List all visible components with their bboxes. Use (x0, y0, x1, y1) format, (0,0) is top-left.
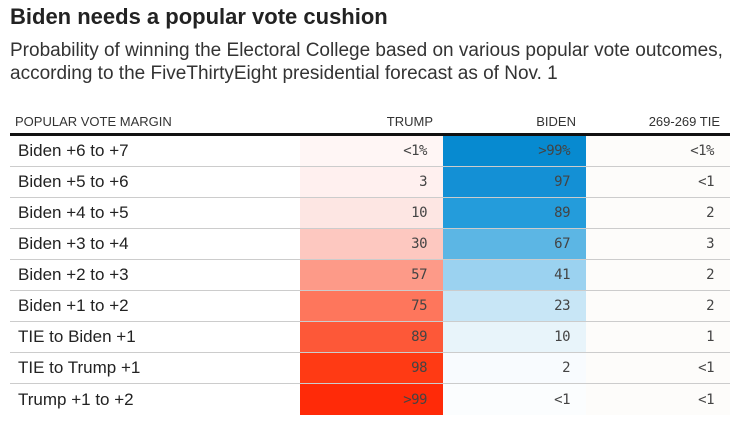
biden-cell: <1 (443, 384, 586, 415)
tie-cell: 2 (586, 291, 730, 321)
table-row: TIE to Biden +1 89 10 1 (10, 322, 730, 353)
margin-cell: Biden +4 to +5 (18, 203, 129, 222)
tie-cell: 3 (586, 229, 730, 259)
header-trump: TRUMP (386, 114, 433, 129)
header-tie: 269-269 TIE (648, 114, 720, 129)
biden-cell: 97 (443, 167, 586, 197)
margin-cell: TIE to Biden +1 (18, 327, 136, 346)
tie-cell: <1 (586, 384, 730, 415)
margin-cell: Biden +1 to +2 (18, 296, 129, 315)
tie-cell: 2 (586, 198, 730, 228)
tie-cell: 1 (586, 322, 730, 352)
table-row: Trump +1 to +2 >99 <1 <1 (10, 384, 730, 415)
trump-cell: >99 (300, 384, 443, 415)
tie-cell: <1 (586, 167, 730, 197)
table-row: Biden +4 to +5 10 89 2 (10, 198, 730, 229)
margin-cell: Biden +3 to +4 (18, 234, 129, 253)
chart-title: Biden needs a popular vote cushion (10, 4, 388, 29)
table-row: Biden +2 to +3 57 41 2 (10, 260, 730, 291)
probability-table: POPULAR VOTE MARGIN TRUMP BIDEN 269-269 … (10, 110, 730, 415)
biden-cell: 10 (443, 322, 586, 352)
trump-cell: 10 (300, 198, 443, 228)
table-row: Biden +6 to +7 <1% >99% <1% (10, 136, 730, 167)
margin-cell: Biden +5 to +6 (18, 172, 129, 191)
trump-cell: 98 (300, 353, 443, 383)
table-row: Biden +1 to +2 75 23 2 (10, 291, 730, 322)
trump-cell: 89 (300, 322, 443, 352)
biden-cell: 2 (443, 353, 586, 383)
trump-cell: 57 (300, 260, 443, 290)
biden-cell: 41 (443, 260, 586, 290)
margin-cell: Biden +6 to +7 (18, 141, 129, 160)
table-header: POPULAR VOTE MARGIN TRUMP BIDEN 269-269 … (10, 110, 730, 136)
table-row: TIE to Trump +1 98 2 <1 (10, 353, 730, 384)
trump-cell: 75 (300, 291, 443, 321)
table-row: Biden +5 to +6 3 97 <1 (10, 167, 730, 198)
chart-subtitle: Probability of winning the Electoral Col… (10, 40, 723, 84)
tie-cell: <1% (586, 136, 730, 166)
biden-cell: 23 (443, 291, 586, 321)
table-body: Biden +6 to +7 <1% >99% <1% Biden +5 to +6 3 9… (10, 136, 730, 415)
margin-cell: Biden +2 to +3 (18, 265, 129, 284)
trump-cell: <1% (300, 136, 443, 166)
biden-cell: >99% (443, 136, 586, 166)
margin-cell: TIE to Trump +1 (18, 358, 141, 377)
tie-cell: 2 (586, 260, 730, 290)
biden-cell: 89 (443, 198, 586, 228)
trump-cell: 3 (300, 167, 443, 197)
tie-cell: <1 (586, 353, 730, 383)
trump-cell: 30 (300, 229, 443, 259)
biden-cell: 67 (443, 229, 586, 259)
table-row: Biden +3 to +4 30 67 3 (10, 229, 730, 260)
header-margin: POPULAR VOTE MARGIN (15, 114, 172, 129)
margin-cell: Trump +1 to +2 (18, 389, 134, 409)
header-biden: BIDEN (536, 114, 576, 129)
